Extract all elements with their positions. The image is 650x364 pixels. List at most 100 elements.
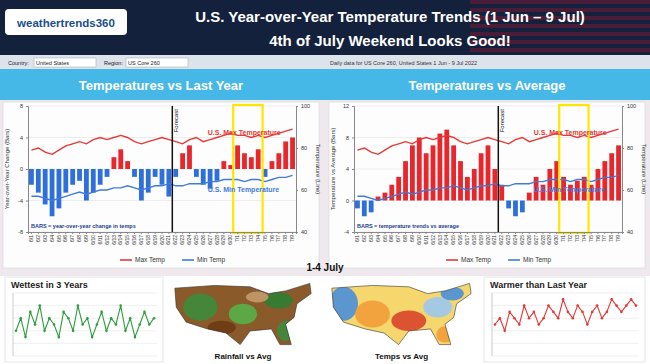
tick-label: 6/28 <box>540 235 546 245</box>
tick-mark <box>622 106 624 107</box>
tick-label: 6/30 <box>553 235 559 245</box>
point <box>581 311 584 314</box>
tick-label: 6/10 <box>90 235 96 245</box>
tick-mark <box>481 232 482 234</box>
map-region <box>423 297 452 317</box>
bar <box>70 169 75 185</box>
panel-bg <box>3 102 319 268</box>
legend-label: Max Temp <box>135 256 165 264</box>
tick: 6/6 <box>62 232 68 242</box>
bar <box>444 130 449 201</box>
panel-bg <box>329 102 645 268</box>
tick: 7/1 <box>560 232 566 242</box>
tick: 0 <box>346 198 354 204</box>
tick: 7/4 <box>581 232 587 242</box>
point <box>115 323 118 326</box>
tick: 6/7 <box>395 232 401 242</box>
tick: 6/28 <box>214 232 220 245</box>
tick-label: 6/7 <box>69 235 75 242</box>
series-label: U.S. Max Temperature <box>208 129 281 137</box>
axis-title: Temperature (Line) <box>641 144 647 195</box>
tick: 6/18 <box>471 232 477 245</box>
tick-mark <box>296 148 298 149</box>
tick: 6/11 <box>423 232 429 244</box>
grid-line <box>13 356 157 357</box>
map-label: Temps vs Avg <box>375 352 428 361</box>
panel-bg <box>5 277 163 362</box>
tick: 6/26 <box>526 232 532 245</box>
bar <box>91 169 96 193</box>
tick: 6/17 <box>464 232 470 245</box>
point <box>513 317 516 320</box>
chart-title: Temperatures vs Average <box>408 78 565 93</box>
tick-label: 12 <box>343 103 349 109</box>
tick: 6/16 <box>457 232 463 245</box>
tick-mark <box>100 232 101 234</box>
bar <box>479 153 484 200</box>
tick-mark <box>364 232 365 234</box>
series-label: U.S. Min Temperature <box>534 186 606 194</box>
tick-mark <box>175 232 176 234</box>
tick-label: 6/4 <box>49 235 55 242</box>
grid-line <box>492 356 639 357</box>
bar <box>396 177 401 201</box>
tick: 7/7 <box>601 232 607 242</box>
map-base <box>325 278 478 352</box>
y2-axis: 406080100 <box>622 103 636 235</box>
tick-mark <box>352 232 354 233</box>
tick: 6/9 <box>409 232 415 242</box>
tick-label: 6/1 <box>28 235 34 242</box>
grid-line <box>13 330 157 331</box>
title-strip <box>0 69 650 100</box>
tick-label: 6/5 <box>56 235 62 242</box>
tick: 6/30 <box>227 232 233 245</box>
tick-mark <box>223 232 224 234</box>
series-line <box>357 129 618 154</box>
tick-mark <box>591 232 592 234</box>
tick-label: 6/18 <box>145 235 151 245</box>
point <box>110 317 113 320</box>
flag-stripe <box>470 0 650 4</box>
info-text: Daily data for US Core 260, United State… <box>330 60 477 66</box>
axis-line <box>26 107 29 233</box>
tick: 6/19 <box>152 232 158 245</box>
tick-mark <box>26 169 28 170</box>
tick-label: 6/21 <box>165 235 171 245</box>
tick-mark <box>384 232 385 234</box>
tick: 7/5 <box>588 232 594 242</box>
map: Temps vs Avg <box>325 278 478 361</box>
logo-box <box>5 9 127 35</box>
tick-mark <box>549 232 550 234</box>
point <box>124 330 127 333</box>
tick-mark <box>52 232 53 234</box>
tick-label: 6/5 <box>382 235 388 242</box>
axis-title: Year-over-Year Change (Bars) <box>4 129 10 210</box>
grid-line <box>13 305 157 306</box>
tick-label: 6/6 <box>62 235 68 242</box>
tick-mark <box>488 232 489 234</box>
point <box>586 323 589 326</box>
series-line <box>357 175 618 200</box>
tick-mark <box>529 232 530 234</box>
point <box>15 330 18 333</box>
tick-mark <box>439 232 440 234</box>
point <box>24 336 27 339</box>
bar <box>410 145 415 200</box>
bar <box>249 157 254 169</box>
tick-mark <box>26 138 28 139</box>
control-strip <box>0 55 650 69</box>
point <box>537 323 540 326</box>
tick: 6/21 <box>165 232 171 245</box>
tick-label: 7/2 <box>241 235 247 242</box>
bar <box>472 169 477 201</box>
tick-label: 7/4 <box>581 235 587 242</box>
bar <box>389 185 394 201</box>
tick-label: 6/24 <box>186 235 192 245</box>
tick-mark <box>597 232 598 234</box>
logo: weathertrends360 <box>16 17 115 29</box>
tick-mark <box>58 232 59 234</box>
tick-mark <box>357 232 358 234</box>
tick: 40 <box>622 229 633 235</box>
bar <box>520 201 525 213</box>
legend-label: Max Temp <box>461 256 491 264</box>
